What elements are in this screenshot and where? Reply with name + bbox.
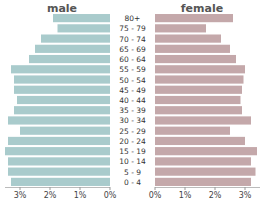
- bar: [155, 168, 256, 176]
- category-label: 0 - 4: [124, 178, 141, 187]
- bar: [155, 34, 221, 42]
- category-label: 30 - 34: [119, 116, 146, 125]
- tick: [185, 187, 186, 190]
- category-label: 60 - 64: [119, 55, 146, 64]
- tick-label: 0%: [149, 191, 162, 200]
- tick: [245, 187, 246, 190]
- bar: [155, 75, 244, 83]
- bar: [155, 96, 241, 104]
- bar: [155, 45, 230, 53]
- series-title: female: [181, 2, 223, 15]
- tick-label: 3%: [14, 191, 27, 200]
- bar: [155, 24, 206, 32]
- tick: [20, 187, 21, 190]
- bar: [8, 157, 110, 165]
- tick: [215, 187, 216, 190]
- category-label: 10 - 14: [119, 157, 146, 166]
- bar: [8, 168, 110, 176]
- bar: [14, 86, 110, 94]
- bar: [14, 106, 110, 114]
- bar: [155, 137, 245, 145]
- tick: [155, 187, 156, 190]
- bars: [155, 14, 257, 186]
- tick: [80, 187, 81, 190]
- tick-label: 2%: [44, 191, 57, 200]
- series-title: male: [47, 2, 77, 15]
- category-label: 65 - 69: [119, 45, 146, 54]
- bar: [5, 147, 110, 155]
- bar: [17, 96, 110, 104]
- bars: [5, 14, 110, 186]
- bar: [155, 116, 251, 124]
- bar: [155, 157, 251, 165]
- category-label: 70 - 74: [119, 35, 146, 44]
- bar: [35, 45, 110, 53]
- category-label: 20 - 24: [119, 137, 146, 146]
- bar: [155, 14, 233, 22]
- tick-label: 1%: [179, 191, 192, 200]
- bar: [11, 65, 110, 73]
- bar: [155, 147, 257, 155]
- category-label: 80+: [125, 14, 141, 23]
- category-label: 35 - 39: [119, 106, 146, 115]
- bar: [8, 116, 110, 124]
- category-label: 45 - 49: [119, 86, 146, 95]
- bar: [155, 65, 245, 73]
- axis-line: [155, 187, 260, 188]
- bar: [11, 178, 110, 186]
- category-label: 55 - 59: [119, 65, 146, 74]
- bar: [29, 55, 110, 63]
- category-label: 40 - 44: [119, 96, 146, 105]
- chart: male 3% 2% 1% 0% female 3% 2% 1% 0% 0 - 45 - 9 10 -…: [0, 0, 265, 200]
- tick-label: 2%: [209, 191, 222, 200]
- bar: [155, 106, 242, 114]
- bar: [155, 86, 242, 94]
- tick: [50, 187, 51, 190]
- category-label: 25 - 29: [119, 127, 146, 136]
- tick: [110, 187, 111, 190]
- bar: [8, 137, 110, 145]
- bar: [155, 127, 230, 135]
- tick-label: 1%: [74, 191, 87, 200]
- tick-label: 0%: [104, 191, 117, 200]
- bar: [20, 127, 110, 135]
- tick-label: 3%: [239, 191, 252, 200]
- category-label: 15 - 19: [119, 147, 146, 156]
- bar: [53, 14, 110, 22]
- bar: [58, 24, 111, 32]
- axis-line: [5, 187, 110, 188]
- bar: [14, 75, 110, 83]
- category-label: 50 - 54: [119, 76, 146, 85]
- bar: [155, 55, 236, 63]
- bar: [155, 178, 251, 186]
- category-label: 5 - 9: [124, 168, 141, 177]
- category-label: 75 - 79: [119, 24, 146, 33]
- bar: [41, 34, 110, 42]
